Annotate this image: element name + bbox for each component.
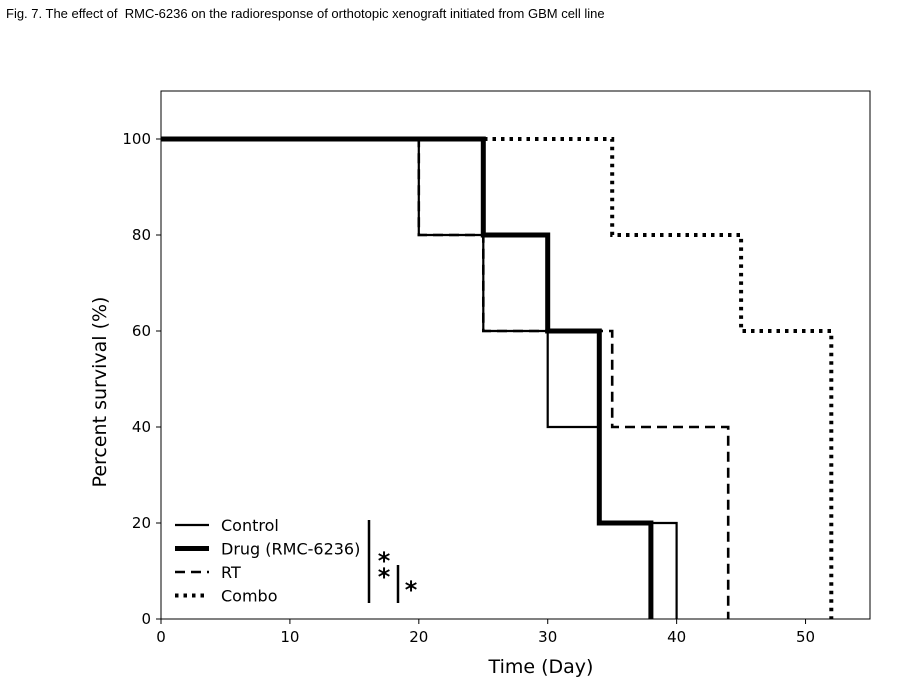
- x-tick-label-3: 30: [538, 628, 557, 646]
- series-line-drug-rmc-6236: [161, 136, 654, 619]
- significance-asterisk-3: *: [405, 576, 418, 604]
- x-axis-label: Time (Day): [488, 656, 594, 678]
- series-line-combo: [161, 137, 834, 619]
- y-tick-label-1: 20: [132, 514, 151, 532]
- legend-label-combo: Combo: [221, 587, 278, 606]
- legend-label-drug-rmc-6236: Drug (RMC-6236): [221, 540, 360, 559]
- y-tick-label-2: 40: [132, 418, 151, 436]
- x-tick-label-0: 0: [156, 628, 166, 646]
- x-tick-label-5: 50: [796, 628, 815, 646]
- y-axis-label: Percent survival (%): [89, 297, 111, 488]
- plot-frame: [160, 90, 871, 620]
- x-tick-label-4: 40: [667, 628, 686, 646]
- significance-asterisk-1: *: [378, 547, 391, 575]
- annotation-layer: ** *: [367, 520, 418, 604]
- legend-label-rt: RT: [221, 563, 241, 582]
- series-layer: [161, 136, 834, 619]
- y-tick-label-5: 100: [122, 130, 151, 148]
- significance-asterisk-2: *: [378, 563, 391, 591]
- y-tick-label-0: 0: [141, 610, 151, 628]
- figure-caption: Fig. 7. The effect of RMC-6236 on the ra…: [6, 6, 605, 21]
- series-line-rt: [161, 137, 730, 619]
- axes-layer: 0 10 20 30 40 50 0 20 40 60 80 100: [122, 90, 871, 646]
- legend-label-control: Control: [221, 516, 279, 535]
- y-tick-label-3: 60: [132, 322, 151, 340]
- y-tick-label-4: 80: [132, 226, 151, 244]
- x-tick-label-1: 10: [280, 628, 299, 646]
- legend-layer: Control Drug (RMC-6236) RT Combo: [175, 516, 360, 606]
- x-tick-label-2: 20: [409, 628, 428, 646]
